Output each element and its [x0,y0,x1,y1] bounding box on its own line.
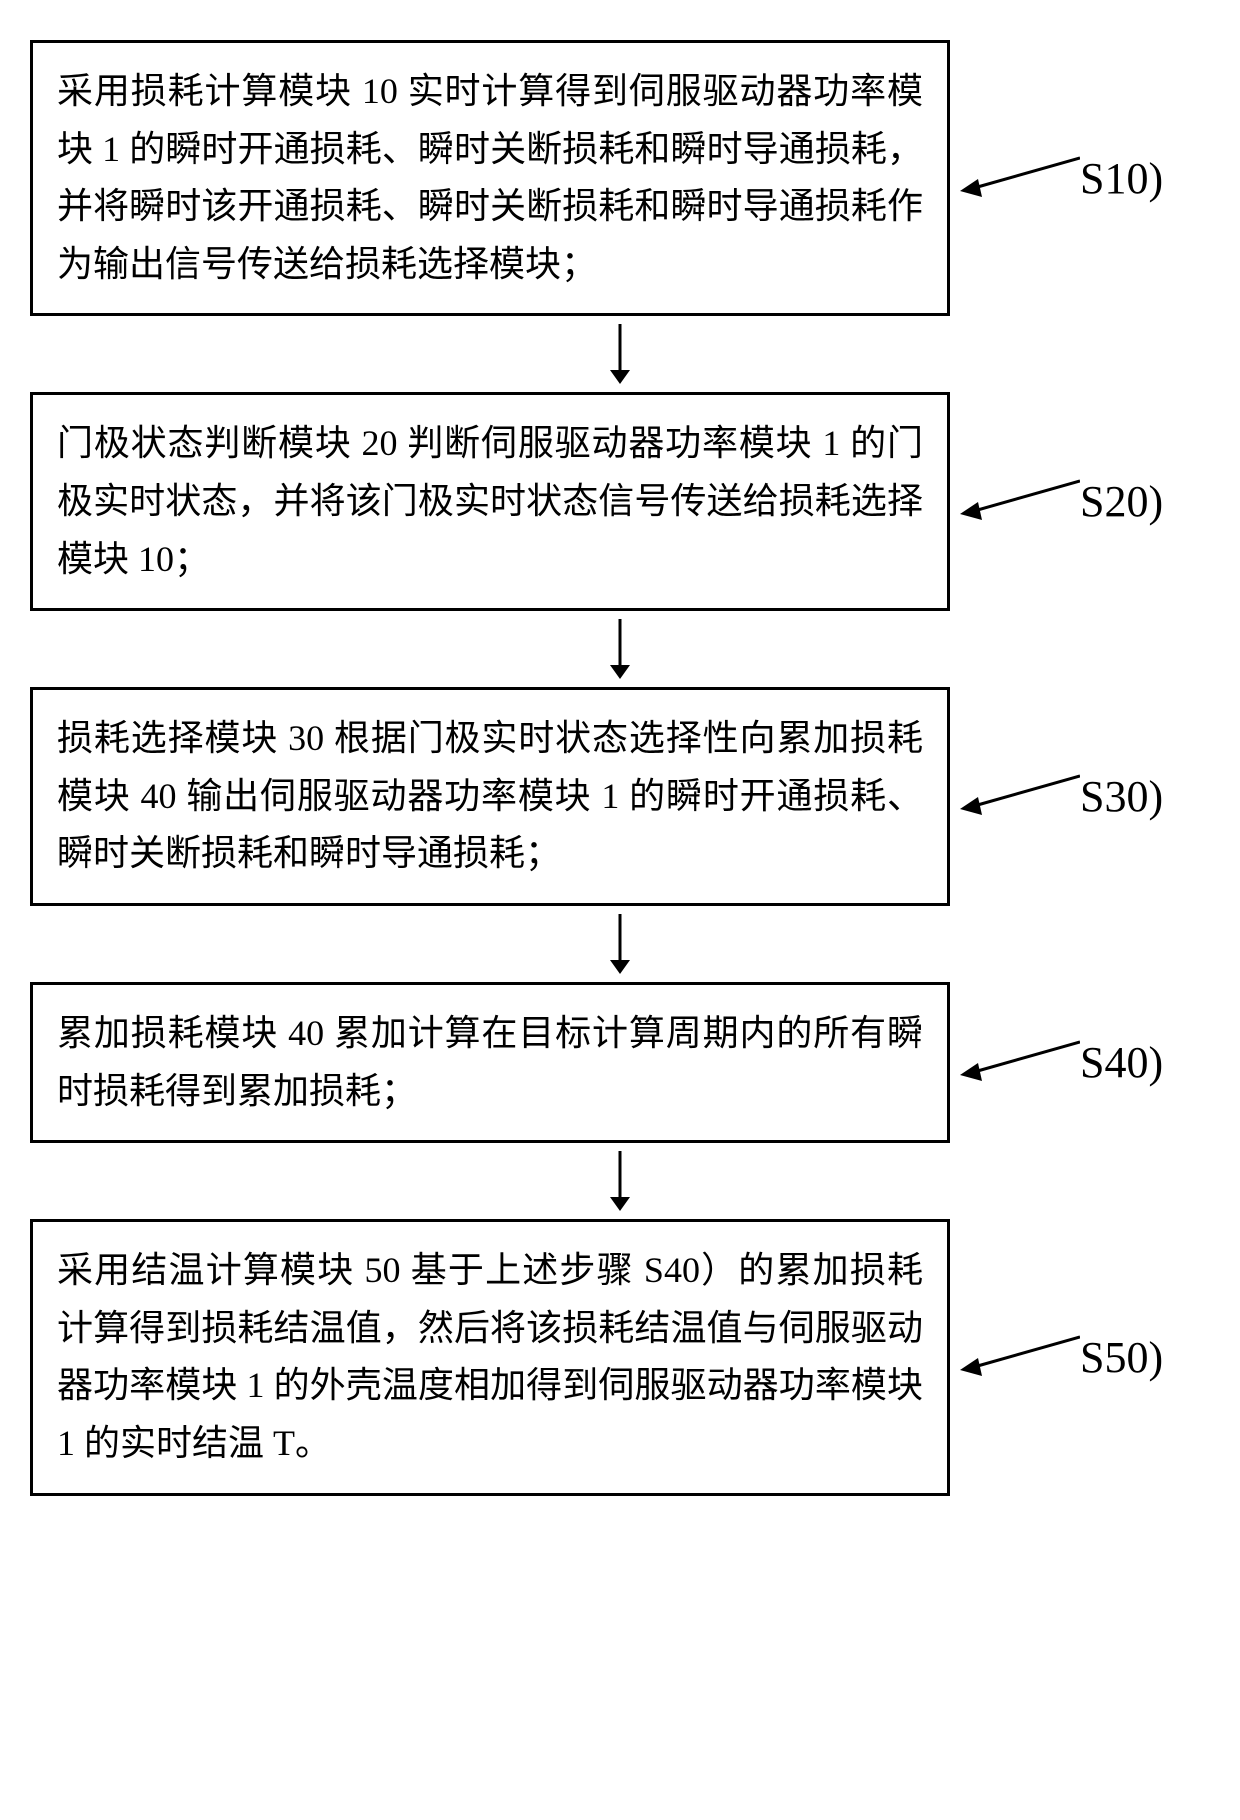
arrow-left-icon [960,1030,1080,1095]
arrow-down-icon [160,1143,1080,1219]
step-S40: 累加损耗模块 40 累加计算在目标计算周期内的所有瞬时损耗得到累加损耗； S40… [30,982,1210,1143]
step-S30: 损耗选择模块 30 根据门极实时状态选择性向累加损耗模块 40 输出伺服驱动器功… [30,687,1210,906]
step-box: 采用结温计算模块 50 基于上述步骤 S40）的累加损耗计算得到损耗结温值，然后… [30,1219,950,1495]
arrow-left-icon [960,1325,1080,1390]
step-box: 门极状态判断模块 20 判断伺服驱动器功率模块 1 的门极实时状态，并将该门极实… [30,392,950,611]
flowchart: 采用损耗计算模块 10 实时计算得到伺服驱动器功率模块 1 的瞬时开通损耗、瞬时… [30,40,1210,1496]
step-S20: 门极状态判断模块 20 判断伺服驱动器功率模块 1 的门极实时状态，并将该门极实… [30,392,1210,611]
arrow-left-icon [960,146,1080,211]
arrow-left-icon [960,469,1080,534]
step-label-wrap: S10) [950,146,1210,211]
step-label-wrap: S30) [950,764,1210,829]
step-box: 累加损耗模块 40 累加计算在目标计算周期内的所有瞬时损耗得到累加损耗； [30,982,950,1143]
step-label-wrap: S20) [950,469,1210,534]
step-label: S20) [1080,476,1163,527]
step-label: S10) [1080,153,1163,204]
step-label-wrap: S50) [950,1325,1210,1390]
step-S50: 采用结温计算模块 50 基于上述步骤 S40）的累加损耗计算得到损耗结温值，然后… [30,1219,1210,1495]
arrow-down-icon [160,906,1080,982]
arrow-left-icon [960,764,1080,829]
step-label: S50) [1080,1332,1163,1383]
step-S10: 采用损耗计算模块 10 实时计算得到伺服驱动器功率模块 1 的瞬时开通损耗、瞬时… [30,40,1210,316]
step-box: 采用损耗计算模块 10 实时计算得到伺服驱动器功率模块 1 的瞬时开通损耗、瞬时… [30,40,950,316]
step-label: S40) [1080,1037,1163,1088]
step-label: S30) [1080,771,1163,822]
arrow-down-icon [160,611,1080,687]
arrow-down-icon [160,316,1080,392]
step-label-wrap: S40) [950,1030,1210,1095]
step-box: 损耗选择模块 30 根据门极实时状态选择性向累加损耗模块 40 输出伺服驱动器功… [30,687,950,906]
